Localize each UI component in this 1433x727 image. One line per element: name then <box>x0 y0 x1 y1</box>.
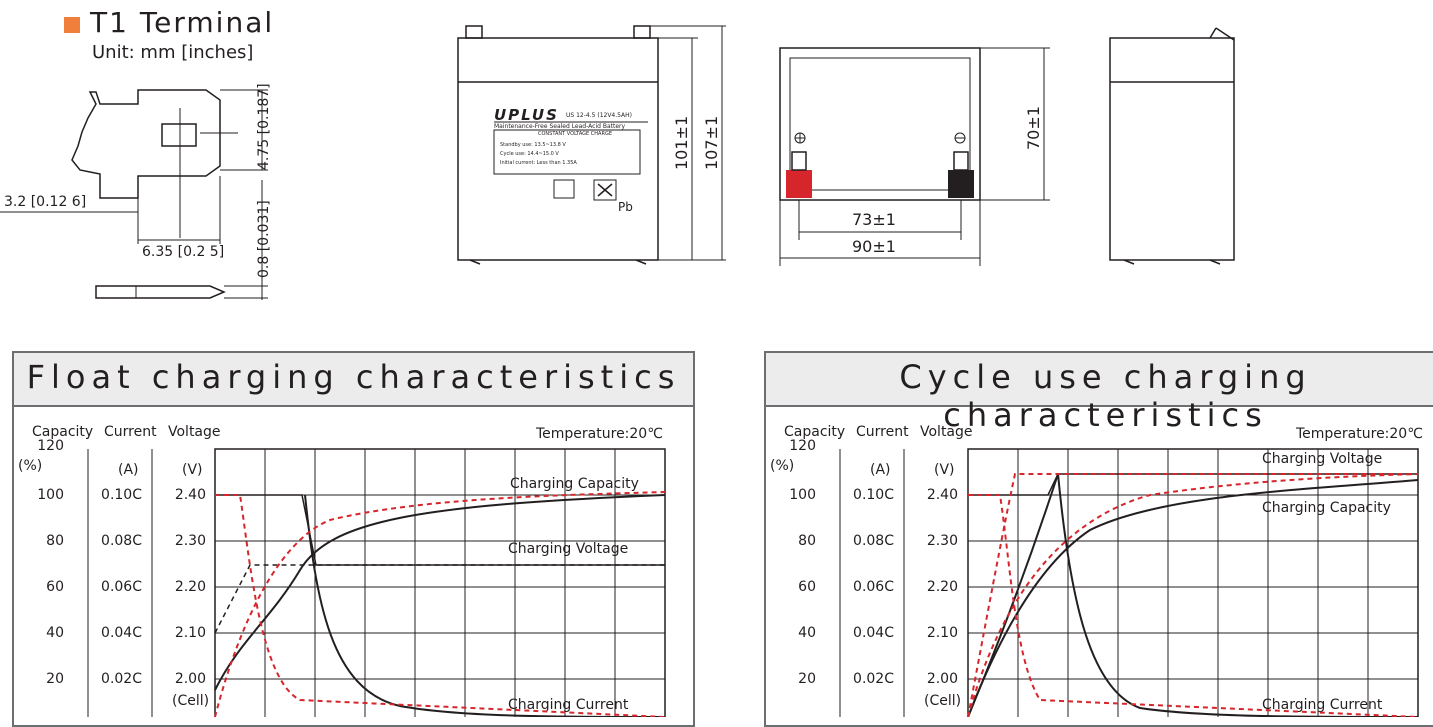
cycle_chart-voltage-tick: 2.20 <box>926 579 958 595</box>
float-hdr-capacity: Capacity <box>32 424 94 440</box>
cycle_chart-current-tick: 0.10C <box>853 487 894 503</box>
float-curves <box>214 491 666 717</box>
battery-model: US 12-4.5 (12V4.5AH) <box>566 112 632 119</box>
cycle-curves <box>967 473 1419 717</box>
cycle_chart-voltage-tick: 2.30 <box>926 533 958 549</box>
cycle-unit-cell: (Cell) <box>924 693 962 709</box>
cycle-lbl-voltage: Charging Voltage <box>1262 451 1383 467</box>
float_chart-voltage-tick: 2.20 <box>174 579 206 595</box>
dim-width: 6.35 [0.2 5] <box>142 244 225 260</box>
terminal-title: T1 Terminal <box>90 6 275 39</box>
battery-desc: Maintenance-Free Sealed Lead-Acid Batter… <box>494 123 626 130</box>
float-grid <box>87 448 666 717</box>
cycle_chart-current-tick: 0.08C <box>853 533 894 549</box>
float_chart-voltage-tick: 2.10 <box>174 625 206 641</box>
dim-w1: 73±1 <box>852 210 896 229</box>
cycle-lbl-current: Charging Current <box>1262 697 1383 713</box>
float_chart-current-tick: 0.06C <box>101 579 142 595</box>
float-lbl-capacity: Charging Capacity <box>510 476 639 492</box>
cycle_chart-current-tick: 0.06C <box>853 579 894 595</box>
cycle_chart-voltage-tick: 2.00 <box>926 671 958 687</box>
float-hdr-current: Current <box>104 424 157 440</box>
float_chart-voltage-tick: 2.00 <box>174 671 206 687</box>
battery-line2: Cycle use: 14.4~15.0 V <box>500 151 559 157</box>
cycle_chart-capacity-tick: 120 <box>789 438 816 454</box>
float_chart-capacity-tick: 120 <box>37 438 64 454</box>
cycle-chart-header: Cycle use charging characteristics <box>766 353 1433 434</box>
battery-side-drawing <box>1109 27 1235 265</box>
float-lbl-current: Charging Current <box>508 697 629 713</box>
battery-top-drawing <box>779 47 1050 266</box>
brand-logo: UPLUS <box>494 106 559 124</box>
cycle_chart-current-tick: 0.02C <box>853 671 894 687</box>
float-unit-cell: (Cell) <box>172 693 210 709</box>
float_chart-capacity-tick: 60 <box>46 579 64 595</box>
float_chart-capacity-tick: 40 <box>46 625 64 641</box>
bullet-square-icon <box>64 17 80 33</box>
cycle_chart-capacity-tick: 60 <box>798 579 816 595</box>
cycle-temperature: Temperature:20℃ <box>1296 426 1423 442</box>
float-temperature: Temperature:20℃ <box>536 426 663 442</box>
cycle-hdr-capacity: Capacity <box>784 424 846 440</box>
cycle_chart-capacity-tick: 100 <box>789 487 816 503</box>
float_chart-capacity-tick: 20 <box>46 671 64 687</box>
float_chart-current-tick: 0.02C <box>101 671 142 687</box>
float-chart-title: Float charging characteristics <box>26 358 681 396</box>
battery-pb: Pb <box>618 200 633 214</box>
cycle_chart-current-tick: 0.04C <box>853 625 894 641</box>
float-unit-a: (A) <box>118 462 139 478</box>
dim-left: 3.2 [0.12 6] <box>4 194 87 210</box>
float_chart-current-tick: 0.08C <box>101 533 142 549</box>
float_chart-capacity-tick: 100 <box>37 487 64 503</box>
terminal-unit: Unit: mm [inches] <box>92 42 254 63</box>
float_chart-voltage-tick: 2.30 <box>174 533 206 549</box>
float-chart-panel: Float charging characteristics <box>12 351 695 727</box>
cycle_chart-capacity-tick: 80 <box>798 533 816 549</box>
float_chart-voltage-tick: 2.40 <box>174 487 206 503</box>
dim-w2: 90±1 <box>852 237 896 256</box>
cycle_chart-capacity-tick: 20 <box>798 671 816 687</box>
battery-mode: CONSTANT VOLTAGE CHARGE <box>538 131 612 137</box>
float-lbl-voltage: Charging Voltage <box>508 541 629 557</box>
cycle-unit-a: (A) <box>870 462 891 478</box>
cycle-hdr-voltage: Voltage <box>920 424 973 440</box>
battery-line3: Initial current: Less than 1.35A <box>500 160 577 166</box>
float-hdr-voltage: Voltage <box>168 424 221 440</box>
terminal-drawing <box>0 89 268 300</box>
float-unit-v: (V) <box>182 462 203 478</box>
cycle-chart-title: Cycle use charging characteristics <box>899 358 1312 434</box>
cycle_chart-capacity-tick: 40 <box>798 625 816 641</box>
cycle-unit-v: (V) <box>934 462 955 478</box>
float_chart-current-tick: 0.10C <box>101 487 142 503</box>
float_chart-current-tick: 0.04C <box>101 625 142 641</box>
battery-front-drawing <box>457 25 726 265</box>
float-unit-pct: (%) <box>18 458 43 474</box>
cycle-grid <box>839 448 1419 717</box>
cycle-hdr-current: Current <box>856 424 909 440</box>
cycle-unit-pct: (%) <box>770 458 795 474</box>
float-chart-header: Float charging characteristics <box>14 353 693 407</box>
cycle-lbl-capacity: Charging Capacity <box>1262 500 1391 516</box>
battery-line1: Standby use: 13.5~13.8 V <box>500 142 566 148</box>
cycle_chart-voltage-tick: 2.10 <box>926 625 958 641</box>
cycle_chart-voltage-tick: 2.40 <box>926 487 958 503</box>
float_chart-capacity-tick: 80 <box>46 533 64 549</box>
